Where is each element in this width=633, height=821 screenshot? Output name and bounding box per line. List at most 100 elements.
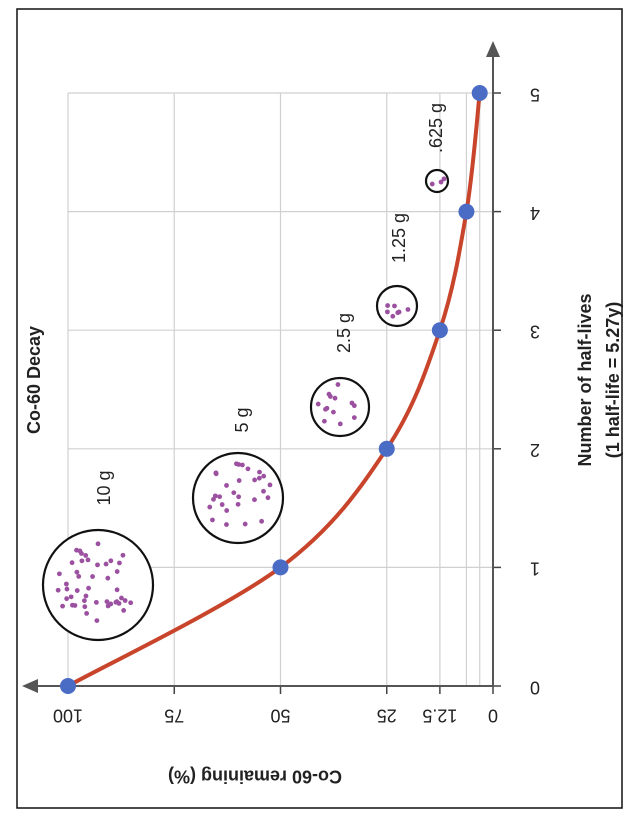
sample-circle bbox=[377, 286, 417, 326]
atom-dot bbox=[392, 304, 397, 309]
x-tick-label: 2 bbox=[530, 440, 540, 460]
atom-dot bbox=[121, 553, 126, 558]
data-point bbox=[60, 678, 76, 694]
atom-dot bbox=[69, 594, 74, 599]
atom-dot bbox=[74, 570, 79, 575]
data-point bbox=[273, 559, 289, 575]
atom-dot bbox=[64, 596, 69, 601]
atom-dot bbox=[210, 518, 215, 523]
atom-dot bbox=[95, 562, 100, 567]
atom-dot bbox=[121, 608, 126, 613]
atom-dot bbox=[79, 551, 84, 556]
sample-label: .625 g bbox=[426, 103, 446, 153]
atom-dot bbox=[322, 419, 327, 424]
atom-dot bbox=[86, 586, 91, 591]
atom-dot bbox=[231, 490, 236, 495]
atom-dot bbox=[84, 611, 89, 616]
atom-dot bbox=[76, 574, 81, 579]
atom-dot bbox=[75, 588, 80, 593]
sample-label: 1.25 g bbox=[389, 213, 409, 263]
sample-circle bbox=[311, 378, 369, 436]
sample-label: 10 g bbox=[94, 470, 114, 505]
y-tick-label: 75 bbox=[164, 705, 184, 725]
atom-dot bbox=[224, 508, 229, 513]
x-axis-label: Number of half-lives bbox=[575, 293, 595, 466]
atom-dot bbox=[327, 392, 332, 397]
atom-dot bbox=[397, 310, 402, 315]
atom-dot bbox=[96, 541, 101, 546]
atom-dot bbox=[246, 466, 251, 471]
atom-dot bbox=[323, 407, 328, 412]
atom-dot bbox=[115, 587, 120, 592]
atom-dot bbox=[65, 587, 70, 592]
atom-dot bbox=[333, 396, 338, 401]
atom-dot bbox=[70, 560, 75, 565]
atom-dot bbox=[350, 401, 355, 406]
data-point bbox=[379, 441, 395, 457]
atom-dot bbox=[261, 489, 266, 494]
atom-dot bbox=[261, 474, 266, 479]
atom-dot bbox=[439, 180, 444, 185]
x-tick-label: 3 bbox=[530, 321, 540, 341]
atom-dot bbox=[385, 309, 390, 314]
atom-dot bbox=[257, 476, 262, 481]
rotated-plot: Co-60 Decay Number of half-lives (1 half… bbox=[22, 41, 623, 786]
x-axis-note: (1 half-life = 5.27y) bbox=[603, 302, 623, 459]
atom-dot bbox=[390, 314, 395, 319]
atom-dot bbox=[56, 588, 61, 593]
atom-dot bbox=[94, 618, 99, 623]
atom-dot bbox=[119, 596, 124, 601]
y-tick-label: 0 bbox=[488, 705, 498, 725]
atom-dot bbox=[105, 576, 110, 581]
atom-dot bbox=[385, 303, 390, 308]
atom-dot bbox=[80, 558, 85, 563]
atom-dot bbox=[90, 574, 95, 579]
atom-dot bbox=[406, 307, 411, 312]
atom-dot bbox=[336, 382, 341, 387]
atom-dot bbox=[240, 463, 245, 468]
atom-dot bbox=[84, 594, 89, 599]
atom-dot bbox=[82, 598, 87, 603]
sample-label: 2.5 g bbox=[334, 313, 354, 353]
y-tick-label: 50 bbox=[270, 705, 290, 725]
sample-circle bbox=[43, 530, 153, 640]
y-axis-arrow bbox=[22, 679, 38, 693]
atom-dot bbox=[207, 505, 212, 510]
atom-dot bbox=[217, 494, 222, 499]
y-tick-label: 25 bbox=[377, 705, 397, 725]
sample-label: 5 g bbox=[232, 407, 252, 432]
atom-dot bbox=[257, 470, 262, 475]
x-tick-label: 1 bbox=[530, 559, 540, 579]
atom-dot bbox=[266, 495, 271, 500]
atom-dot bbox=[117, 601, 122, 606]
atom-dot bbox=[224, 483, 229, 488]
atom-dot bbox=[220, 502, 225, 507]
x-axis-arrow bbox=[486, 41, 500, 57]
atom-dot bbox=[115, 569, 120, 574]
atom-dot bbox=[236, 502, 241, 507]
data-point bbox=[432, 322, 448, 338]
y-tick-label: 100 bbox=[53, 705, 83, 725]
atom-dot bbox=[213, 493, 218, 498]
atom-dot bbox=[117, 561, 122, 566]
atom-dot bbox=[94, 600, 99, 605]
atom-dot bbox=[252, 478, 257, 483]
y-tick-label: 12.5 bbox=[422, 705, 457, 725]
x-tick-label: 4 bbox=[530, 203, 540, 223]
atom-dot bbox=[74, 548, 79, 553]
atom-dot bbox=[73, 603, 78, 608]
atom-dot bbox=[224, 522, 229, 527]
atom-dot bbox=[86, 558, 91, 563]
data-point bbox=[458, 204, 474, 220]
atom-dot bbox=[316, 402, 321, 407]
atom-dot bbox=[60, 604, 65, 609]
atom-dot bbox=[83, 553, 88, 558]
atom-dot bbox=[108, 558, 113, 563]
atom-dot bbox=[108, 602, 113, 607]
y-axis-label: Co-60 remaining (%) bbox=[168, 766, 342, 786]
atom-dot bbox=[252, 497, 257, 502]
atom-dot bbox=[104, 562, 109, 567]
atom-dot bbox=[214, 471, 219, 476]
chart: Co-60 Decay Number of half-lives (1 half… bbox=[0, 0, 633, 821]
atom-dot bbox=[236, 494, 241, 499]
